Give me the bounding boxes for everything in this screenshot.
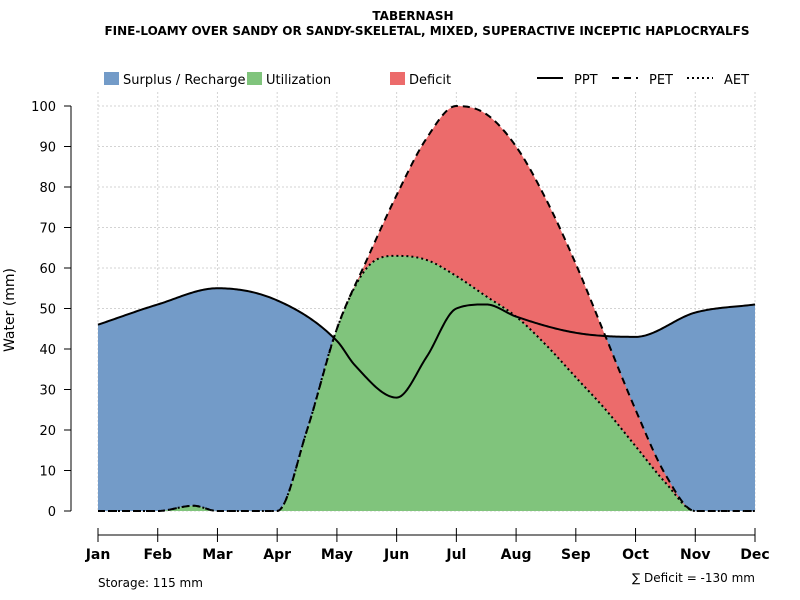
x-tick-label: May <box>321 547 353 563</box>
deficit-area <box>98 106 755 511</box>
x-tick-label: Nov <box>680 547 710 563</box>
y-tick-label: 90 <box>39 141 56 156</box>
legend-swatch-deficit <box>390 72 405 85</box>
y-tick-label: 70 <box>39 222 56 237</box>
deficit-total-label: ∑ Deficit = -130 mm <box>632 571 755 585</box>
ppt-line <box>97 287 756 399</box>
chart-axes: 0 10 20 30 40 50 60 70 80 90 100 Jan Feb Mar Apr May Jun… <box>31 100 770 563</box>
legend-label-pet: PET <box>649 73 673 88</box>
x-tick-label: Aug <box>501 547 532 563</box>
y-tick-label: 50 <box>39 303 56 318</box>
y-tick-label: 60 <box>39 262 56 277</box>
x-tick-label: Apr <box>263 547 291 563</box>
utilization-area <box>98 255 755 511</box>
y-tick-label: 40 <box>39 343 56 358</box>
x-tick-label: Mar <box>202 547 232 563</box>
y-axis-title: Water (mm) <box>2 268 18 352</box>
legend-swatch-utilization <box>247 72 262 85</box>
legend-label-ppt: PPT <box>574 73 598 88</box>
x-tick-label: Jan <box>85 547 111 563</box>
y-tick-label: 80 <box>39 181 56 196</box>
chart-title: TABERNASH <box>372 9 453 23</box>
y-tick-label: 20 <box>39 424 56 439</box>
x-tick-label: Feb <box>143 547 172 563</box>
pet-line <box>98 104 755 512</box>
y-tick-label: 0 <box>48 505 56 520</box>
surplus-area <box>98 255 755 511</box>
chart-lines <box>97 104 756 512</box>
chart-subtitle: FINE-LOAMY OVER SANDY OR SANDY-SKELETAL,… <box>104 24 749 38</box>
x-tick-label: Jul <box>445 547 466 563</box>
x-tick-label: Sep <box>561 547 591 563</box>
x-tick-label: Jun <box>383 547 409 563</box>
y-tick-label: 100 <box>31 100 56 115</box>
storage-label: Storage: 115 mm <box>98 576 203 590</box>
y-tick-label: 30 <box>39 384 56 399</box>
legend-label-deficit: Deficit <box>409 73 451 88</box>
x-tick-label: Oct <box>622 547 649 563</box>
legend-swatch-surplus <box>104 72 119 85</box>
y-tick-label: 10 <box>39 465 56 480</box>
x-tick-label: Dec <box>740 547 769 563</box>
chart-legend: Surplus / Recharge Utilization Deficit P… <box>104 72 749 88</box>
legend-label-utilization: Utilization <box>266 73 331 88</box>
legend-label-surplus: Surplus / Recharge <box>123 73 246 88</box>
chart-areas <box>98 106 755 511</box>
legend-label-aet: AET <box>724 73 749 88</box>
